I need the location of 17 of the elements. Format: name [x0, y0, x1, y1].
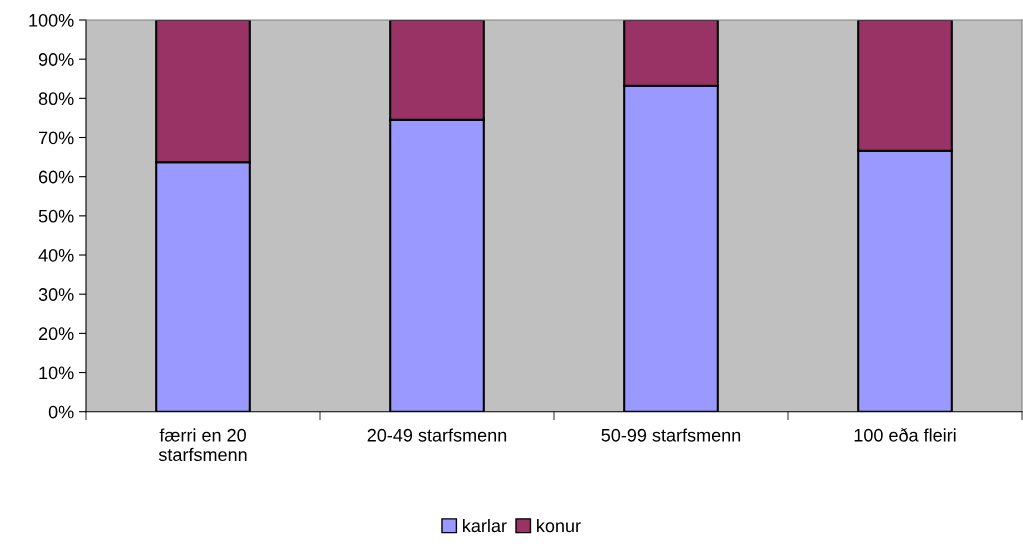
- x-tick-label: 50-99 starfsmenn: [601, 428, 741, 442]
- legend-label: konur: [537, 518, 581, 533]
- x-tick-label: 20-49 starfsmenn: [367, 428, 507, 442]
- y-tick-label: 40%: [38, 248, 74, 262]
- y-tick-label: 90%: [38, 53, 74, 66]
- y-tick-label: 10%: [39, 366, 74, 380]
- y-tick-label: 80%: [38, 92, 74, 106]
- y-tick-label: 100%: [29, 13, 74, 27]
- y-tick-label: 20%: [38, 327, 74, 341]
- x-tick-label: 100 eða fleiri: [854, 428, 956, 442]
- y-tick-label: 60%: [38, 170, 74, 184]
- legend-label: karlar: [463, 518, 507, 533]
- x-tick-label: færri en 20 starfsmenn: [158, 428, 247, 462]
- y-tick-label: 70%: [38, 131, 74, 145]
- y-tick-label: 50%: [38, 209, 74, 223]
- y-tick-label: 0%: [48, 405, 74, 419]
- y-tick-label: 30%: [38, 288, 74, 301]
